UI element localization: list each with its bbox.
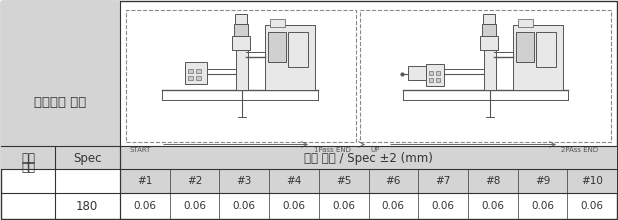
Bar [196,76,201,80]
Text: 0.06: 0.06 [133,201,156,211]
Bar [188,76,193,80]
Text: 이송오차 측정: 이송오차 측정 [34,95,86,108]
Bar [360,10,611,142]
Bar [126,10,356,142]
Bar [513,25,563,90]
Bar [185,62,207,84]
Bar [120,146,617,169]
Text: 결과: 결과 [21,161,35,174]
Bar [265,25,315,90]
Text: #4: #4 [286,176,302,186]
Bar [429,78,433,82]
Bar [426,64,444,86]
Bar [516,32,534,62]
Bar [536,32,556,67]
Text: UP: UP [370,147,379,152]
Bar [1,146,120,169]
Bar [518,19,533,27]
Text: 0.06: 0.06 [332,201,355,211]
Text: 0.06: 0.06 [431,201,455,211]
Text: 측정 치수 / Spec ±2 (mm): 측정 치수 / Spec ±2 (mm) [303,152,433,165]
Bar [408,66,438,80]
Text: #10: #10 [581,176,603,186]
Text: 측정: 측정 [21,152,35,165]
Bar [483,14,495,24]
Bar [288,32,308,67]
Text: START: START [130,147,151,152]
Bar [484,50,496,90]
Text: #6: #6 [386,176,401,186]
Bar [270,19,285,27]
Text: #3: #3 [237,176,252,186]
Bar [1,1,120,146]
Bar [196,69,201,73]
Text: #1: #1 [137,176,153,186]
Bar [429,71,433,75]
Bar [188,69,193,73]
Bar [236,50,248,90]
Bar [480,36,498,50]
Text: 0.06: 0.06 [382,201,405,211]
Bar [268,32,286,62]
Bar [234,24,248,36]
Text: 2PAss END: 2PAss END [561,147,598,152]
Text: 180: 180 [76,200,98,213]
Bar [436,78,440,82]
Text: #5: #5 [336,176,352,186]
Bar [436,71,440,75]
Text: #9: #9 [535,176,550,186]
Text: 0.06: 0.06 [481,201,504,211]
Text: Spec: Spec [73,152,101,165]
Bar [120,169,617,193]
Text: #2: #2 [187,176,202,186]
Text: #8: #8 [485,176,501,186]
Text: 0.06: 0.06 [531,201,554,211]
Text: 0.06: 0.06 [282,201,305,211]
Text: #7: #7 [435,176,451,186]
Bar [235,14,247,24]
Text: 0.06: 0.06 [183,201,206,211]
Text: 0.06: 0.06 [233,201,256,211]
Bar [232,36,250,50]
Bar [482,24,496,36]
Text: 0.06: 0.06 [581,201,604,211]
Text: 1Pass END: 1Pass END [314,147,351,152]
